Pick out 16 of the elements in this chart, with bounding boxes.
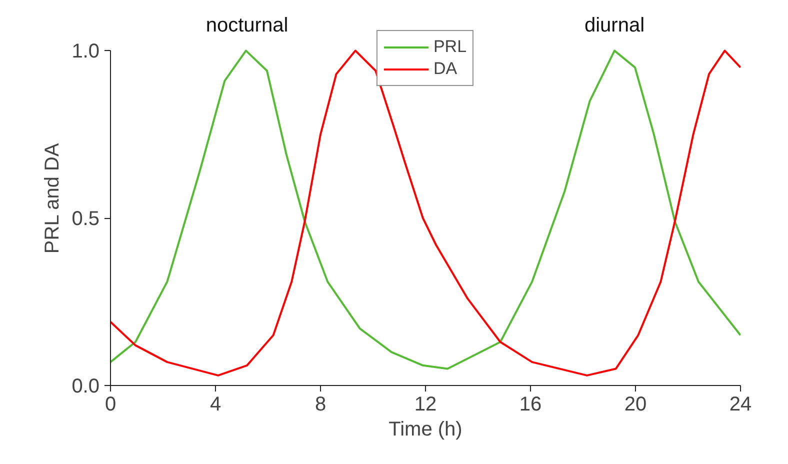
x-tick-label: 0	[104, 394, 116, 416]
x-axis-title: Time (h)	[388, 418, 462, 440]
x-tick-label: 12	[414, 394, 437, 416]
y-axis-title: PRL and DA	[42, 142, 64, 254]
x-tick-label: 20	[624, 394, 647, 416]
legend-label: DA	[433, 59, 458, 79]
x-tick-label: 24	[729, 394, 752, 416]
y-tick-label: 0.0	[72, 376, 100, 398]
x-tick-label: 16	[519, 394, 542, 416]
x-tick-label: 8	[314, 394, 326, 416]
annotation: nocturnal	[206, 14, 288, 37]
annotation: diurnal	[584, 14, 645, 37]
y-tick-label: 1.0	[72, 40, 100, 63]
x-tick-label: 4	[210, 394, 222, 416]
legend-label: PRL	[433, 37, 467, 57]
y-tick-label: 0.5	[72, 208, 100, 230]
